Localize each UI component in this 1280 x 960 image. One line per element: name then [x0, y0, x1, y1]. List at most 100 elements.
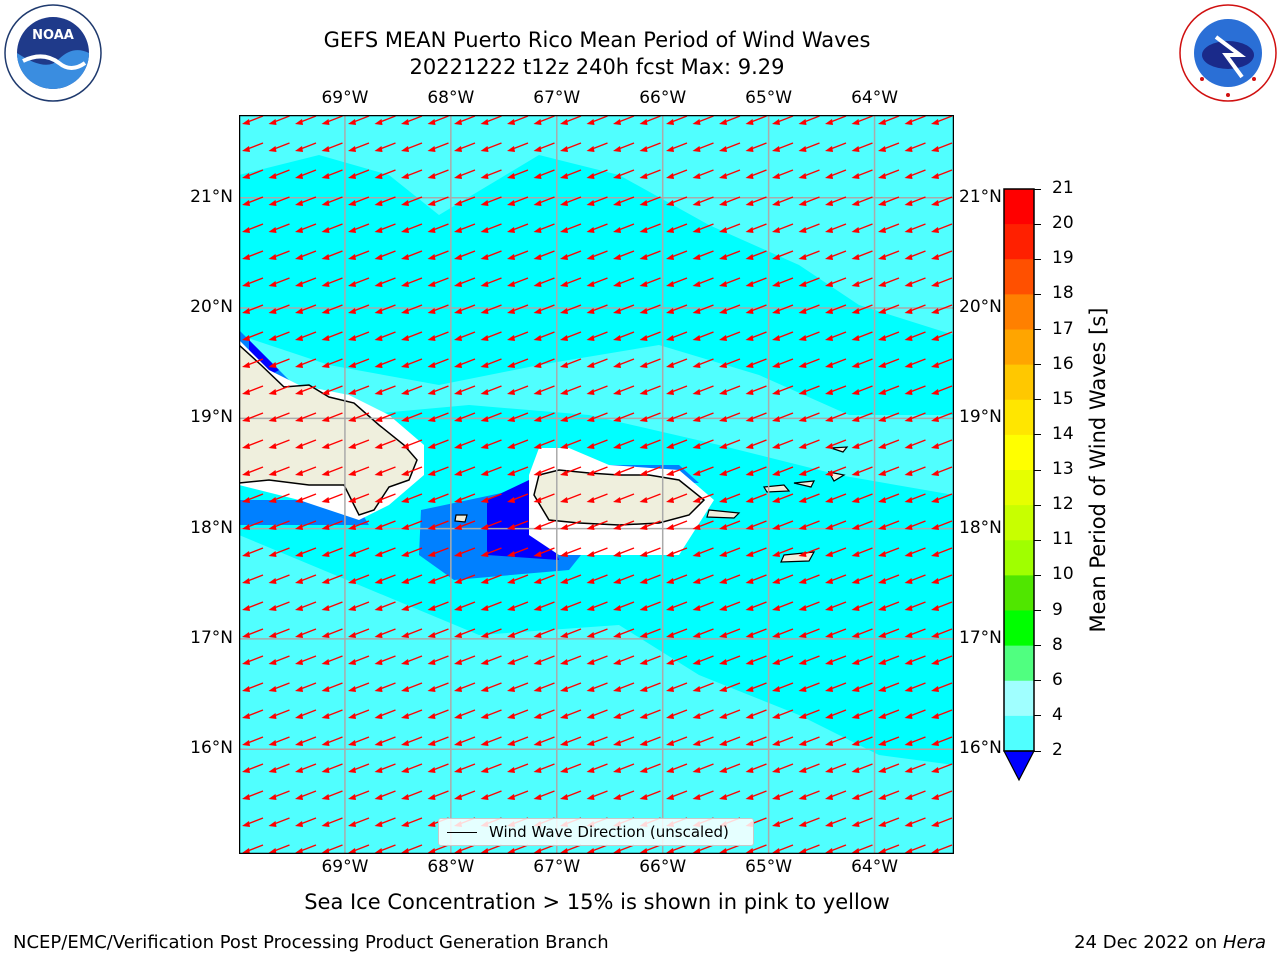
wind-arrow — [692, 196, 714, 206]
wind-arrow — [851, 250, 873, 260]
wind-arrow — [454, 358, 476, 368]
wind-arrow — [719, 358, 741, 368]
wind-arrow — [401, 223, 423, 233]
wind-arrow — [268, 358, 290, 368]
wind-arrow — [878, 385, 900, 395]
wind-arrow — [533, 736, 555, 746]
colorbar-tick-mark — [1034, 223, 1041, 225]
wind-arrow — [321, 115, 343, 125]
colorbar-band — [1004, 715, 1034, 752]
wind-arrow — [507, 331, 529, 341]
wind-arrow — [825, 223, 847, 233]
wind-arrow — [772, 277, 794, 287]
wind-arrow — [719, 628, 741, 638]
wind-arrow — [931, 466, 953, 476]
wind-arrow — [692, 439, 714, 449]
wind-arrow — [639, 439, 661, 449]
wind-arrow — [560, 196, 582, 206]
wind-arrow — [480, 763, 502, 773]
wind-arrow — [745, 763, 767, 773]
wind-arrow — [825, 763, 847, 773]
wind-arrow — [825, 250, 847, 260]
colorbar-band — [1004, 540, 1034, 576]
legend-label: Wind Wave Direction (unscaled) — [489, 823, 729, 841]
wind-arrow — [295, 709, 317, 719]
wind-arrow — [666, 412, 688, 422]
wind-arrow — [798, 412, 820, 422]
wind-arrow — [374, 574, 396, 584]
wind-arrow — [348, 169, 370, 179]
wind-arrow — [507, 223, 529, 233]
colorbar-tick-label: 19 — [1052, 248, 1074, 269]
wind-arrow — [507, 736, 529, 746]
wind-arrow — [613, 385, 635, 395]
wind-arrow — [745, 142, 767, 152]
wind-arrow — [904, 385, 926, 395]
wind-arrow — [401, 547, 423, 557]
wind-arrow — [613, 520, 635, 530]
wind-arrow — [321, 439, 343, 449]
wind-arrow — [401, 277, 423, 287]
wind-arrow — [242, 439, 264, 449]
wind-arrow — [586, 223, 608, 233]
wind-arrow — [480, 331, 502, 341]
wind-arrow — [268, 304, 290, 314]
wind-arrow — [772, 115, 794, 125]
wind-arrow — [904, 817, 926, 827]
wind-arrow — [321, 250, 343, 260]
wind-arrow — [560, 547, 582, 557]
wind-arrow — [692, 115, 714, 125]
wind-arrow — [851, 790, 873, 800]
wind-arrow — [586, 196, 608, 206]
colorbar-tick-mark — [1034, 469, 1041, 471]
wind-arrow — [533, 385, 555, 395]
wind-arrow — [851, 736, 873, 746]
wind-arrow — [666, 547, 688, 557]
wind-arrow — [348, 736, 370, 746]
lon-label-top: 66°W — [639, 88, 687, 108]
wind-arrow — [268, 169, 290, 179]
colorbar-band — [1004, 434, 1034, 471]
wind-arrow — [745, 466, 767, 476]
colorbar-tick-mark — [1034, 610, 1041, 611]
lat-label-left: 19°N — [190, 407, 233, 428]
lon-label-bottom: 67°W — [533, 857, 581, 877]
wind-arrow — [613, 250, 635, 260]
wind-arrow — [507, 358, 529, 368]
wind-arrow — [268, 682, 290, 692]
wind-arrow — [480, 439, 502, 449]
wind-arrow — [427, 385, 449, 395]
wind-arrow — [719, 601, 741, 611]
wind-arrow — [242, 142, 264, 152]
wind-arrow — [295, 574, 317, 584]
wind-arrow — [639, 142, 661, 152]
wind-arrow — [931, 142, 953, 152]
wind-arrow — [692, 520, 714, 530]
wind-arrow — [507, 142, 529, 152]
wind-arrow — [825, 628, 847, 638]
wind-arrow — [692, 331, 714, 341]
wind-arrow — [268, 709, 290, 719]
wind-arrow — [533, 547, 555, 557]
wind-arrow — [851, 628, 873, 638]
wind-arrow — [719, 115, 741, 125]
wind-arrow — [931, 331, 953, 341]
wind-arrow — [798, 304, 820, 314]
colorbar-band — [1004, 610, 1034, 647]
wind-arrow — [268, 223, 290, 233]
colorbar-extend-triangle — [1003, 750, 1035, 782]
wind-arrow — [268, 142, 290, 152]
wind-arrow — [878, 115, 900, 125]
wind-arrow — [851, 655, 873, 665]
wind-arrow — [666, 574, 688, 584]
wind-arrow — [533, 277, 555, 287]
wind-arrow — [560, 790, 582, 800]
wind-arrow — [507, 196, 529, 206]
wind-arrow — [533, 763, 555, 773]
wind-arrow — [321, 412, 343, 422]
wind-arrow — [772, 574, 794, 584]
wind-arrow — [851, 358, 873, 368]
wind-arrow — [878, 520, 900, 530]
wind-arrow — [666, 709, 688, 719]
wind-arrow — [507, 574, 529, 584]
